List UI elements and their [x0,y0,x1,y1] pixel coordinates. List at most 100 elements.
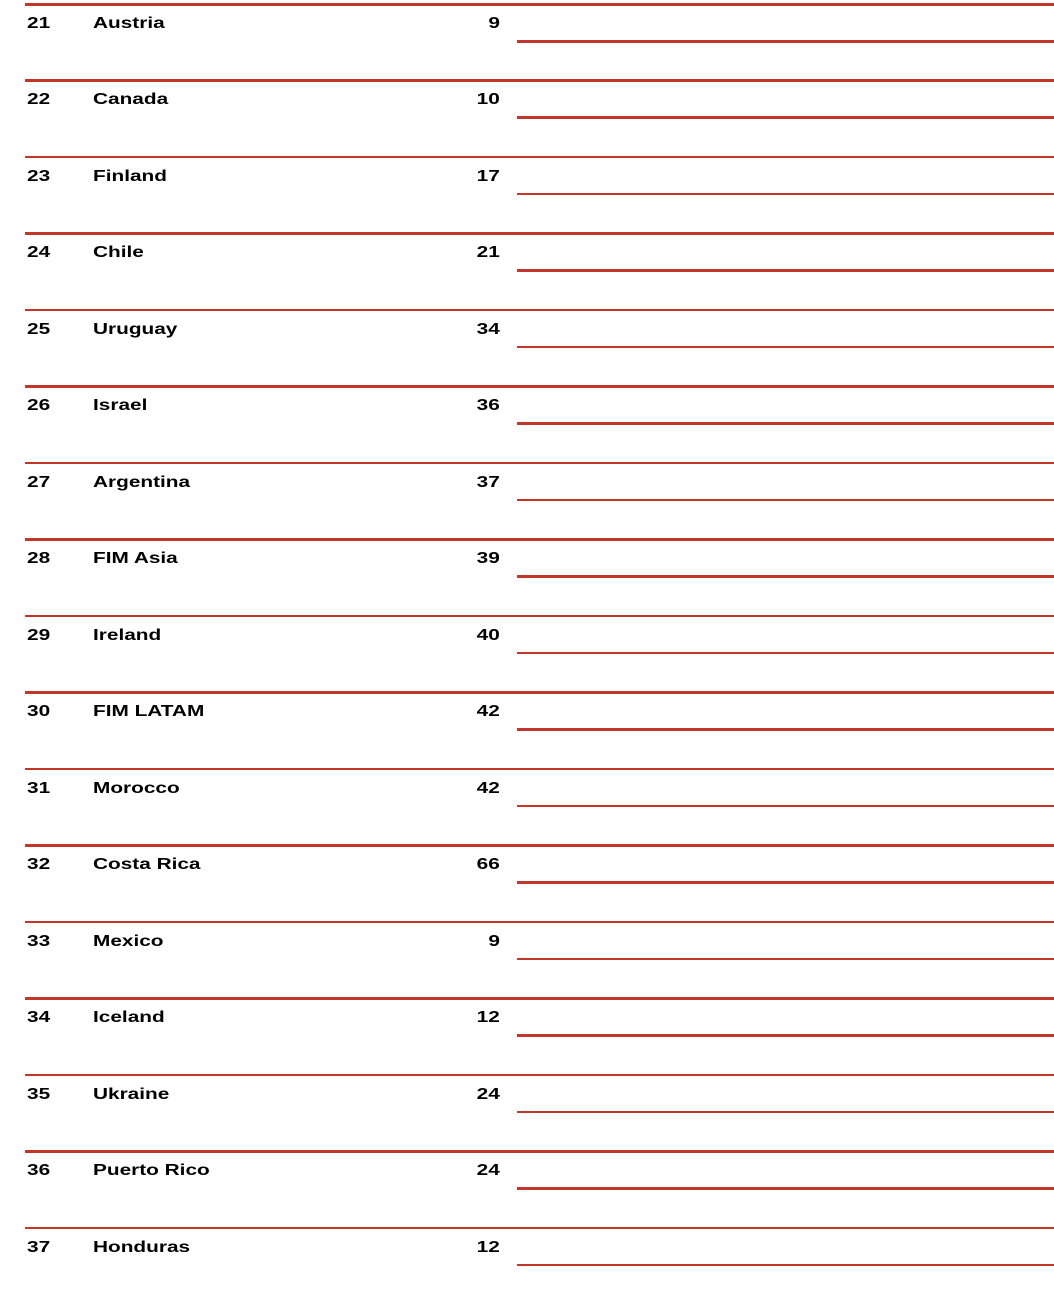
row-separator-line [25,155,1054,159]
row-blank-underline [517,498,1054,502]
row-separator-line [25,79,1054,82]
row-value: 17 [476,167,500,185]
row-country-name: Ireland [93,626,162,644]
row-blank-underline [517,269,1054,272]
row-rank: 22 [27,91,51,109]
row-country-name: Iceland [93,1009,165,1027]
row-country-name: Israel [93,397,148,415]
row-separator-line [25,767,1054,771]
row-separator-line [25,1150,1054,1153]
table-row: 36 Puerto Rico 24 [0,1150,1054,1226]
row-separator-line [25,232,1054,235]
row-value: 12 [476,1009,500,1027]
row-rank: 25 [27,320,51,338]
row-separator-line [25,920,1054,924]
row-value: 42 [476,703,500,721]
row-separator-line [25,844,1054,847]
table-row: 31 Morocco 42 [0,767,1054,844]
row-separator-line [25,385,1054,388]
row-country-name: Uruguay [93,320,178,338]
row-rank: 37 [27,1238,51,1256]
row-blank-underline [517,40,1054,43]
row-rank: 36 [27,1162,51,1180]
row-country-name: Mexico [93,932,164,950]
row-rank: 26 [27,397,51,415]
row-blank-underline [517,804,1054,808]
table-row: 26 Israel 36 [0,385,1054,461]
row-value: 10 [476,91,500,109]
row-separator-line [25,691,1054,694]
row-rank: 28 [27,550,51,568]
row-separator-line [25,308,1054,312]
row-country-name: FIM LATAM [93,703,205,721]
row-rank: 23 [27,167,51,185]
row-blank-underline [517,651,1054,655]
row-blank-underline [517,116,1054,119]
row-separator-line [25,3,1054,6]
table-row: 21 Austria 9 [0,3,1054,79]
row-value: 24 [476,1162,500,1180]
row-country-name: Morocco [93,779,180,797]
row-rank: 27 [27,473,51,491]
row-country-name: Chile [93,244,144,262]
row-separator-line [25,538,1054,541]
row-separator-line [25,614,1054,618]
row-separator-line [25,997,1054,1000]
row-blank-underline [517,575,1054,578]
table-row: 23 Finland 17 [0,155,1054,232]
table-row: 27 Argentina 37 [0,461,1054,538]
row-rank: 32 [27,856,51,874]
table-row: 29 Ireland 40 [0,614,1054,691]
table-row: 35 Ukraine 24 [0,1073,1054,1150]
row-value: 12 [476,1238,500,1256]
table-row: 37 Honduras 12 [0,1226,1054,1303]
row-blank-underline [517,1110,1054,1114]
table-row: 28 FIM Asia 39 [0,538,1054,614]
row-blank-underline [517,881,1054,884]
row-value: 21 [476,244,500,262]
row-country-name: Ukraine [93,1085,170,1103]
row-blank-underline [517,1187,1054,1190]
row-separator-line [25,461,1054,465]
row-rank: 30 [27,703,51,721]
row-value: 9 [488,932,500,950]
row-value: 39 [476,550,500,568]
row-rank: 31 [27,779,51,797]
row-value: 34 [476,320,500,338]
row-blank-underline [517,728,1054,731]
row-country-name: FIM Asia [93,550,178,568]
row-country-name: Finland [93,167,167,185]
row-value: 66 [476,856,500,874]
table-row: 22 Canada 10 [0,79,1054,155]
row-country-name: Canada [93,91,169,109]
row-country-name: Costa Rica [93,856,201,874]
table-row: 24 Chile 21 [0,232,1054,308]
row-blank-underline [517,345,1054,349]
row-value: 42 [476,779,500,797]
table-row: 33 Mexico 9 [0,920,1054,997]
table-row: 30 FIM LATAM 42 [0,691,1054,767]
row-country-name: Argentina [93,473,191,491]
row-value: 24 [476,1085,500,1103]
row-blank-underline [517,1034,1054,1037]
row-value: 36 [476,397,500,415]
row-rank: 24 [27,244,51,262]
table-row: 34 Iceland 12 [0,997,1054,1073]
table-row: 25 Uruguay 34 [0,308,1054,385]
row-rank: 33 [27,932,51,950]
row-separator-line [25,1226,1054,1229]
row-value: 37 [476,473,500,491]
row-country-name: Puerto Rico [93,1162,210,1180]
row-rank: 21 [27,15,51,32]
row-blank-underline [517,957,1054,961]
row-separator-line [25,1073,1054,1077]
row-blank-underline [517,1263,1054,1266]
row-value: 9 [488,15,500,32]
row-rank: 34 [27,1009,51,1027]
row-country-name: Austria [93,15,165,32]
row-value: 40 [476,626,500,644]
row-blank-underline [517,192,1054,196]
table-row: 32 Costa Rica 66 [0,844,1054,920]
row-rank: 29 [27,626,51,644]
